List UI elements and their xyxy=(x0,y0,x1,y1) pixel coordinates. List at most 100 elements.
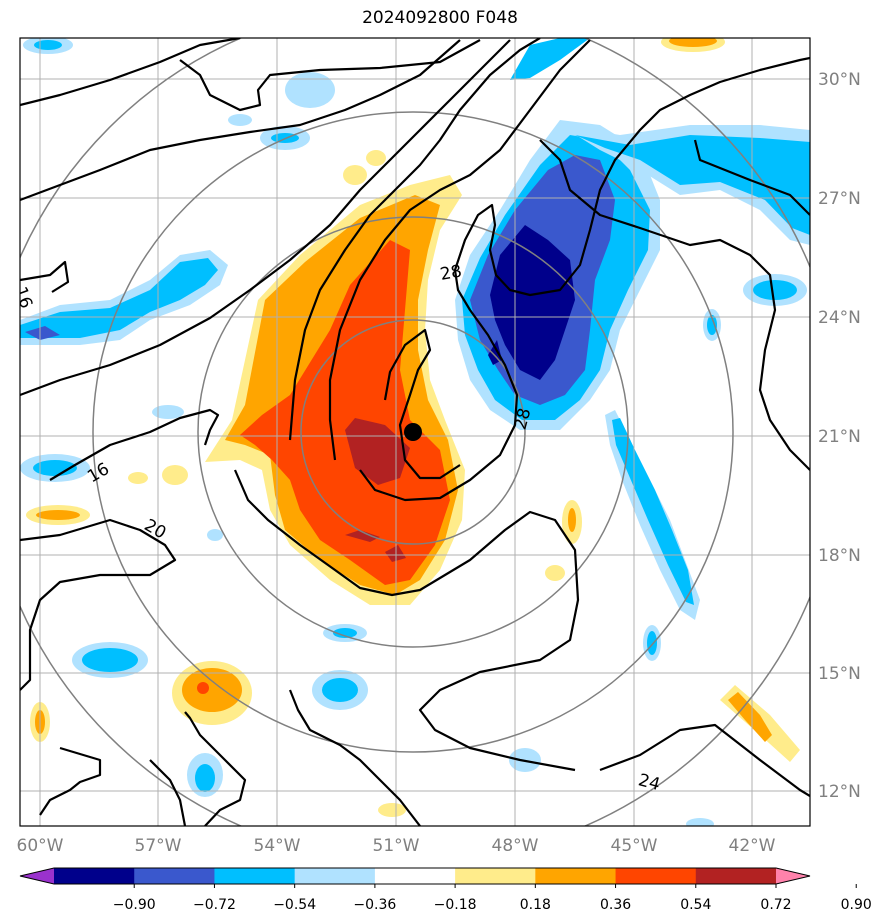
plot-frame xyxy=(19,37,811,827)
contour-line xyxy=(20,518,177,691)
negative-blob xyxy=(285,72,335,108)
contour-label: 16 xyxy=(10,284,36,311)
map-plot-area: 16 16 20 24 28 28 xyxy=(10,38,810,826)
positive-blob-red xyxy=(197,682,209,694)
negative-band-ne-core xyxy=(575,135,810,235)
contour-line xyxy=(693,139,810,216)
positive-blob xyxy=(128,472,148,484)
negative-anomaly-navy xyxy=(490,225,575,380)
shaded-field xyxy=(20,38,810,826)
colorbar-tick-label: 0.54 xyxy=(680,897,711,913)
lon-label: 57°W xyxy=(135,836,182,856)
longitude-labels: 60°W 57°W 54°W 51°W 48°W 45°W 42°W xyxy=(17,836,776,856)
positive-blob-core xyxy=(568,508,576,532)
lon-label: 45°W xyxy=(611,836,658,856)
negative-blob xyxy=(686,818,714,826)
colorbar-tick-labels: −0.90 −0.72 −0.54 −0.36 −0.18 0.18 0.36 0.54 0.7… xyxy=(113,884,872,913)
lat-label: 15°N xyxy=(818,664,861,684)
colorbar-segment xyxy=(615,868,697,884)
negative-blob-core xyxy=(707,315,717,335)
negative-blob xyxy=(228,114,252,126)
contour-line xyxy=(20,39,461,202)
colorbar-segment xyxy=(455,868,536,884)
colorbar-tick-label: −0.90 xyxy=(113,897,156,913)
positive-blob xyxy=(343,165,367,185)
negative-band-west-core xyxy=(20,258,218,338)
colorbar: −0.90 −0.72 −0.54 −0.36 −0.18 0.18 0.36 0.54 0.7… xyxy=(19,867,872,913)
contour-line xyxy=(539,139,810,471)
negative-blob-core xyxy=(647,631,657,655)
colorbar-segment xyxy=(54,868,135,884)
colorbar-segment xyxy=(535,868,617,884)
contour-line xyxy=(20,38,241,107)
lat-label: 21°N xyxy=(818,427,861,447)
range-rings xyxy=(20,38,810,826)
positive-blob xyxy=(545,565,565,581)
colorbar-segment xyxy=(294,868,376,884)
colorbar-segments xyxy=(20,868,810,884)
colorbar-tick-label: 0.72 xyxy=(760,897,791,913)
positive-blob-core xyxy=(36,510,80,520)
colorbar-outline xyxy=(19,867,811,885)
negative-blob-core xyxy=(82,648,138,672)
colorbar-tick-label: 0.90 xyxy=(841,897,872,913)
contour-line xyxy=(39,746,102,816)
negative-blob-core xyxy=(34,40,62,50)
negative-blob-core xyxy=(322,678,358,702)
negative-streak-east-core xyxy=(612,418,694,605)
colorbar-segment xyxy=(214,868,296,884)
positive-blob xyxy=(162,465,188,485)
lon-label: 60°W xyxy=(17,836,64,856)
colorbar-tick-label: −0.72 xyxy=(193,897,236,913)
lon-label: 51°W xyxy=(373,836,420,856)
latitude-labels: 30°N 27°N 24°N 21°N 18°N 15°N 12°N xyxy=(818,70,861,802)
contour-line xyxy=(288,38,541,441)
positive-blob-core xyxy=(182,668,242,712)
contour-line xyxy=(184,711,247,826)
contour-line xyxy=(20,260,70,293)
storm-center-marker xyxy=(404,423,422,441)
colorbar-segment xyxy=(134,868,215,884)
contour-line xyxy=(383,328,461,480)
colorbar-tick-label: −0.54 xyxy=(273,897,316,913)
contour-line xyxy=(149,759,187,826)
map-title: 2024092800 F048 xyxy=(362,8,518,28)
positive-streak-se-core xyxy=(728,692,772,742)
colorbar-tick-label: −0.36 xyxy=(353,897,396,913)
contour-line xyxy=(599,723,810,797)
lat-label: 18°N xyxy=(818,546,861,566)
colorbar-tick-label: 0.18 xyxy=(520,897,551,913)
positive-blob-core xyxy=(669,38,717,47)
lon-label: 48°W xyxy=(492,836,539,856)
colorbar-tick-label: 0.36 xyxy=(600,897,631,913)
positive-anomaly-darkred xyxy=(345,418,410,485)
lat-label: 27°N xyxy=(818,189,861,209)
lat-label: 30°N xyxy=(818,70,861,90)
negative-blob-core xyxy=(753,280,797,300)
contour-line xyxy=(359,56,810,502)
lat-label: 24°N xyxy=(818,308,861,328)
contour-line xyxy=(20,39,511,397)
negative-blob-core xyxy=(333,628,357,638)
lat-label: 12°N xyxy=(818,782,861,802)
contour-lines xyxy=(20,38,810,826)
contour-line xyxy=(328,39,591,461)
negative-band-top xyxy=(510,38,590,80)
contour-line xyxy=(233,469,580,772)
negative-blob-core xyxy=(33,460,77,476)
negative-blob-core xyxy=(195,764,215,792)
lon-label: 42°W xyxy=(729,836,776,856)
colorbar-segment xyxy=(695,868,777,884)
contour-label: 28 xyxy=(439,261,464,284)
contour-line xyxy=(179,39,481,112)
colorbar-tick-label: −0.18 xyxy=(434,897,477,913)
lon-label: 54°W xyxy=(254,836,301,856)
colorbar-extend-high xyxy=(776,868,810,884)
graticule xyxy=(20,38,810,826)
negative-blob xyxy=(152,405,184,419)
negative-blob xyxy=(207,529,223,541)
contour-line xyxy=(288,689,421,826)
positive-anomaly-red xyxy=(240,240,450,585)
negative-band-west-blue xyxy=(25,326,60,340)
